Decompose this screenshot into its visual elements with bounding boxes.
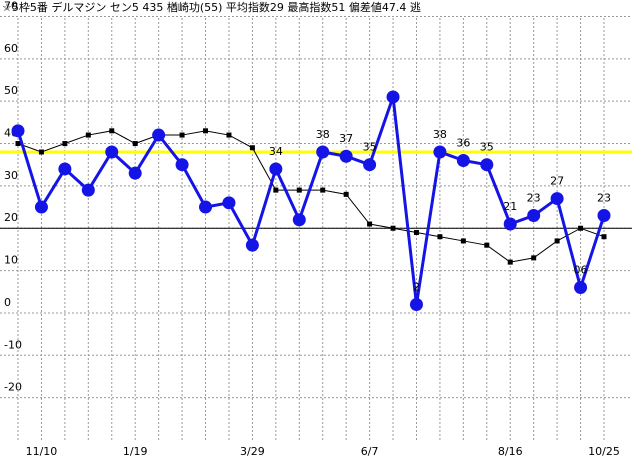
point <box>413 229 419 235</box>
point <box>38 149 44 155</box>
point <box>531 255 537 261</box>
point <box>409 297 423 311</box>
data-label: 23 <box>597 192 611 205</box>
point <box>245 238 259 252</box>
data-label: 23 <box>527 192 541 205</box>
point <box>386 90 400 104</box>
point <box>484 242 490 248</box>
data-label: 2 <box>413 280 420 293</box>
point <box>105 145 119 159</box>
point <box>269 162 283 176</box>
point <box>109 128 115 134</box>
point <box>390 225 396 231</box>
point <box>601 234 607 240</box>
x-tick-label: 3/29 <box>240 445 265 458</box>
point <box>81 183 95 197</box>
data-label: 38 <box>316 128 330 141</box>
x-tick-label: 1/19 <box>123 445 148 458</box>
y-tick-label: -10 <box>4 338 22 351</box>
data-label: 36 <box>456 136 470 149</box>
point <box>203 128 209 134</box>
point <box>574 281 588 295</box>
x-tick-label: 10/25 <box>588 445 620 458</box>
x-tick-label: 8/16 <box>498 445 523 458</box>
point <box>273 187 279 193</box>
point <box>456 153 470 167</box>
point <box>367 221 373 227</box>
point <box>550 192 564 206</box>
point <box>62 141 68 147</box>
y-tick-label: -20 <box>4 381 22 394</box>
data-label: 34 <box>269 145 283 158</box>
point <box>597 209 611 223</box>
point <box>480 158 494 172</box>
data-label: 38 <box>433 128 447 141</box>
chart-title: ☆5枠5番 デルマジン セン5 435 楢崎功(55) 平均指数29 最高指数5… <box>2 0 421 14</box>
point <box>226 132 232 138</box>
point <box>320 187 326 193</box>
point <box>433 145 447 159</box>
point <box>249 145 255 151</box>
point <box>152 128 166 142</box>
data-label: 06 <box>574 264 588 277</box>
point <box>503 217 517 231</box>
point <box>578 225 584 231</box>
x-tick-label: 6/7 <box>361 445 379 458</box>
point <box>222 196 236 210</box>
point <box>34 200 48 214</box>
point <box>11 124 25 138</box>
point <box>179 132 185 138</box>
point <box>85 132 91 138</box>
point <box>132 141 138 147</box>
point <box>527 209 541 223</box>
data-label: 35 <box>363 141 377 154</box>
y-tick-label: 70 <box>4 0 18 12</box>
point <box>128 166 142 180</box>
point <box>437 234 443 240</box>
data-label: 37 <box>339 132 353 145</box>
y-tick-label: 10 <box>4 254 18 267</box>
y-tick-label: 0 <box>4 296 11 309</box>
point <box>507 259 513 265</box>
point <box>316 145 330 159</box>
point <box>58 162 72 176</box>
data-label: 21 <box>503 200 517 213</box>
y-tick-label: 60 <box>4 42 18 55</box>
x-tick-label: 11/10 <box>26 445 58 458</box>
point <box>15 141 21 147</box>
point <box>292 213 306 227</box>
y-tick-label: 50 <box>4 84 18 97</box>
point <box>460 238 466 244</box>
data-label: 27 <box>550 175 564 188</box>
point <box>199 200 213 214</box>
point <box>343 191 349 197</box>
point <box>554 238 560 244</box>
data-label: 35 <box>480 141 494 154</box>
point <box>296 187 302 193</box>
y-tick-label: 30 <box>4 169 18 182</box>
point <box>363 158 377 172</box>
y-tick-label: 20 <box>4 211 18 224</box>
point <box>339 149 353 163</box>
point <box>175 158 189 172</box>
